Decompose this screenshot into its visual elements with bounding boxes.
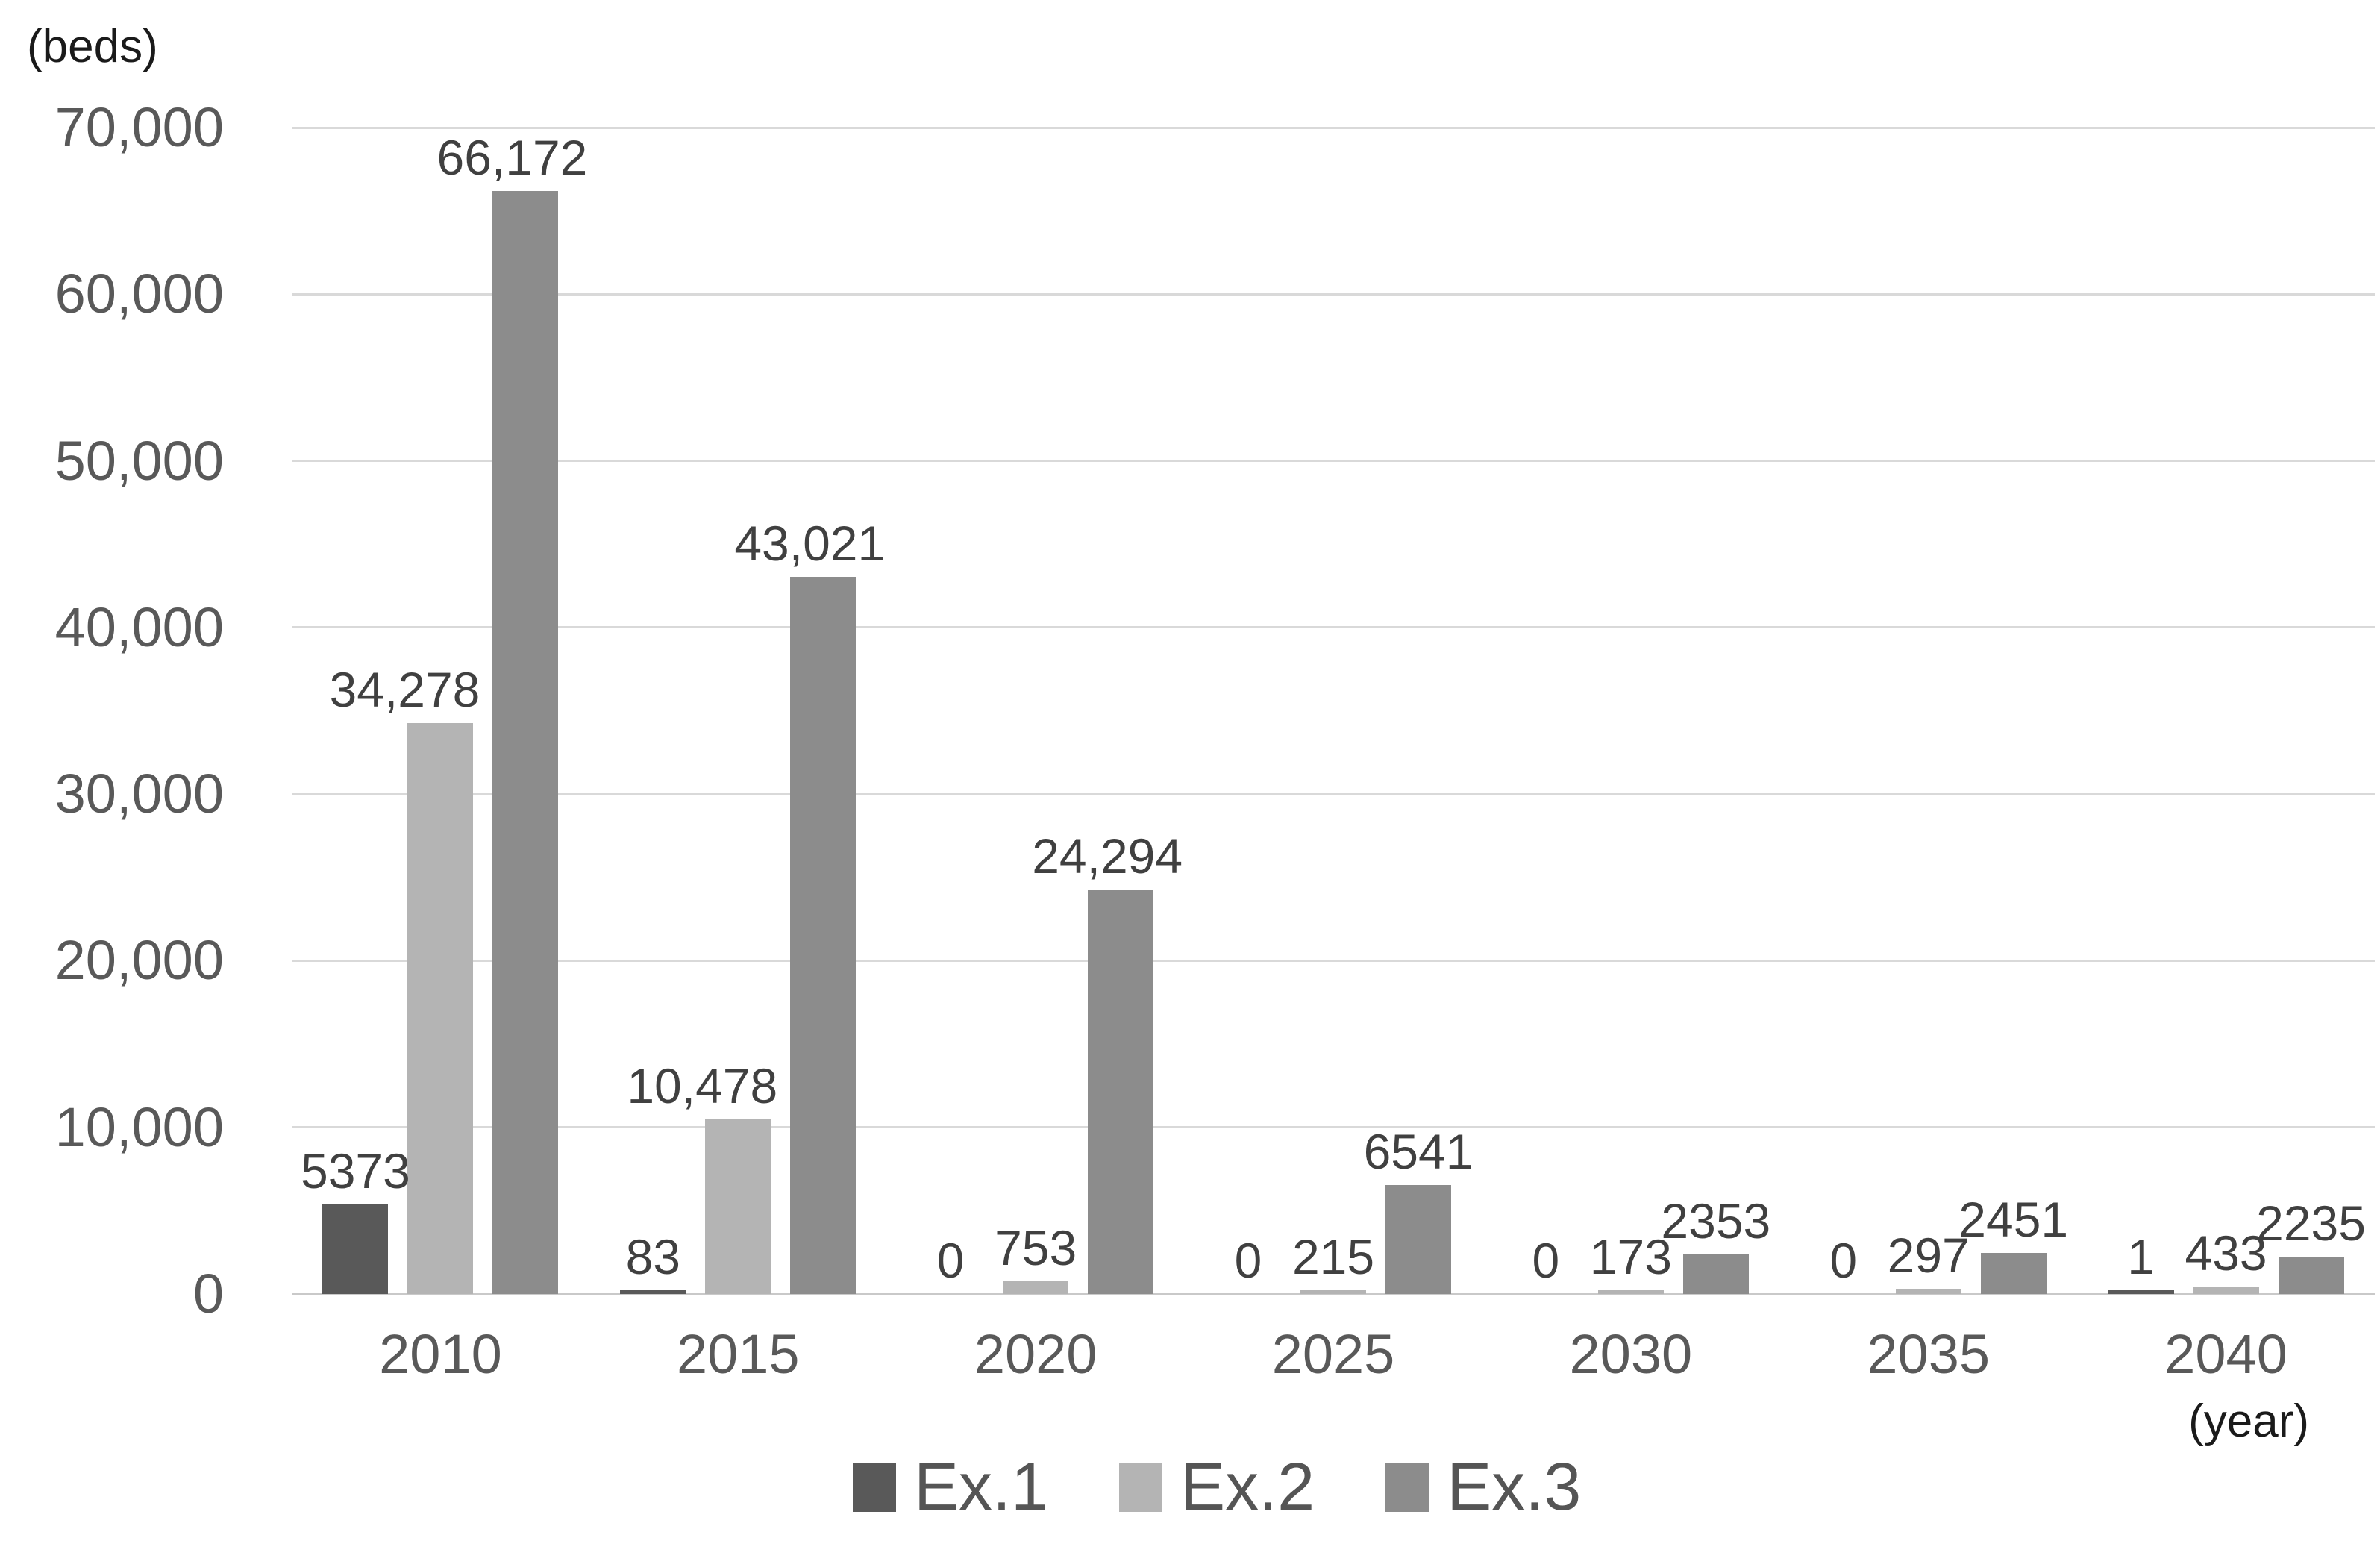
legend-label: Ex.1 <box>914 1450 1049 1525</box>
y-axis-unit-label: (beds) <box>27 21 158 72</box>
gridline <box>292 959 2375 962</box>
bar-ex2-2010 <box>407 722 474 1294</box>
y-tick-label: 70,000 <box>54 96 224 158</box>
data-label-ex1-2015: 83 <box>625 1229 680 1284</box>
data-label-ex2-2030: 173 <box>1589 1229 1672 1284</box>
bar-ex2-2040 <box>2193 1287 2259 1294</box>
bar-ex3-2030 <box>1682 1254 1749 1294</box>
data-label-ex1-2010: 5373 <box>301 1143 410 1199</box>
bar-ex3-2020 <box>1088 889 1154 1294</box>
gridline <box>292 793 2375 795</box>
gridline <box>292 293 2375 296</box>
y-tick-label: 30,000 <box>54 763 224 825</box>
bar-ex3-2040 <box>2278 1257 2344 1294</box>
bar-ex2-2020 <box>1003 1281 1069 1294</box>
data-label-ex3-2015: 43,021 <box>734 516 886 572</box>
legend-label: Ex.3 <box>1447 1450 1582 1525</box>
x-tick-label: 2010 <box>379 1323 502 1385</box>
data-label-ex2-2035: 297 <box>1887 1228 1970 1284</box>
data-label-ex3-2025: 6541 <box>1363 1123 1474 1179</box>
gridline <box>292 460 2375 463</box>
data-label-ex2-2010: 34,278 <box>329 661 480 717</box>
bar-ex2-2035 <box>1895 1289 1961 1294</box>
bar-ex3-2015 <box>790 577 857 1294</box>
bar-ex1-2010 <box>322 1204 389 1294</box>
bar-ex2-2015 <box>705 1119 771 1294</box>
gridline <box>292 1126 2375 1129</box>
data-label-ex1-2025: 0 <box>1234 1233 1262 1288</box>
data-label-ex3-2020: 24,294 <box>1032 828 1183 884</box>
y-tick-label: 50,000 <box>54 429 224 492</box>
data-label-ex2-2015: 10,478 <box>627 1058 778 1114</box>
x-tick-label: 2030 <box>1569 1323 1693 1385</box>
bar-ex3-2035 <box>1980 1253 2047 1294</box>
data-label-ex3-2030: 2353 <box>1661 1193 1771 1249</box>
data-label-ex1-2030: 0 <box>1532 1233 1560 1288</box>
x-tick-label: 2015 <box>676 1323 800 1385</box>
data-label-ex2-2020: 753 <box>995 1220 1077 1276</box>
y-tick-label: 20,000 <box>54 929 224 992</box>
y-tick-label: 0 <box>192 1263 224 1325</box>
y-tick-label: 60,000 <box>54 263 224 325</box>
bar-ex2-2030 <box>1597 1290 1664 1294</box>
x-axis-unit-label: (year) <box>2188 1395 2309 1447</box>
legend-swatch-ex1-icon <box>853 1463 896 1512</box>
data-label-ex3-2010: 66,172 <box>436 130 588 186</box>
gridline <box>292 126 2375 129</box>
legend-item-ex3: Ex.3 <box>1385 1454 1581 1521</box>
y-tick-label: 40,000 <box>54 596 224 658</box>
bar-ex1-2015 <box>620 1290 686 1294</box>
bar-ex3-2025 <box>1385 1184 1451 1294</box>
gridline <box>292 626 2375 629</box>
bar-ex3-2010 <box>492 191 559 1294</box>
x-tick-label: 2020 <box>974 1323 1097 1385</box>
x-tick-label: 2025 <box>1271 1323 1395 1385</box>
data-label-ex3-2035: 2451 <box>1958 1192 2069 1248</box>
legend-item-ex2: Ex.2 <box>1119 1454 1315 1521</box>
legend-swatch-ex3-icon <box>1385 1463 1429 1512</box>
x-tick-label: 2035 <box>1867 1323 1991 1385</box>
legend-item-ex1: Ex.1 <box>853 1454 1048 1521</box>
data-label-ex1-2020: 0 <box>936 1233 965 1288</box>
data-label-ex1-2040: 1 <box>2127 1229 2155 1284</box>
x-tick-label: 2040 <box>2164 1323 2287 1385</box>
data-label-ex2-2025: 215 <box>1291 1229 1375 1284</box>
data-label-ex2-2040: 433 <box>2185 1225 2267 1281</box>
bar-ex2-2025 <box>1300 1290 1366 1294</box>
x-axis-line <box>292 1292 2375 1295</box>
y-tick-label: 10,000 <box>54 1095 224 1158</box>
legend-label: Ex.2 <box>1180 1450 1315 1525</box>
chart-legend: Ex.1 Ex.2 Ex.3 <box>853 1454 1581 1521</box>
data-label-ex1-2035: 0 <box>1829 1233 1858 1288</box>
legend-swatch-ex2-icon <box>1119 1463 1163 1512</box>
bar-ex1-2040 <box>2108 1290 2174 1294</box>
data-label-ex3-2040: 2235 <box>2256 1195 2366 1251</box>
